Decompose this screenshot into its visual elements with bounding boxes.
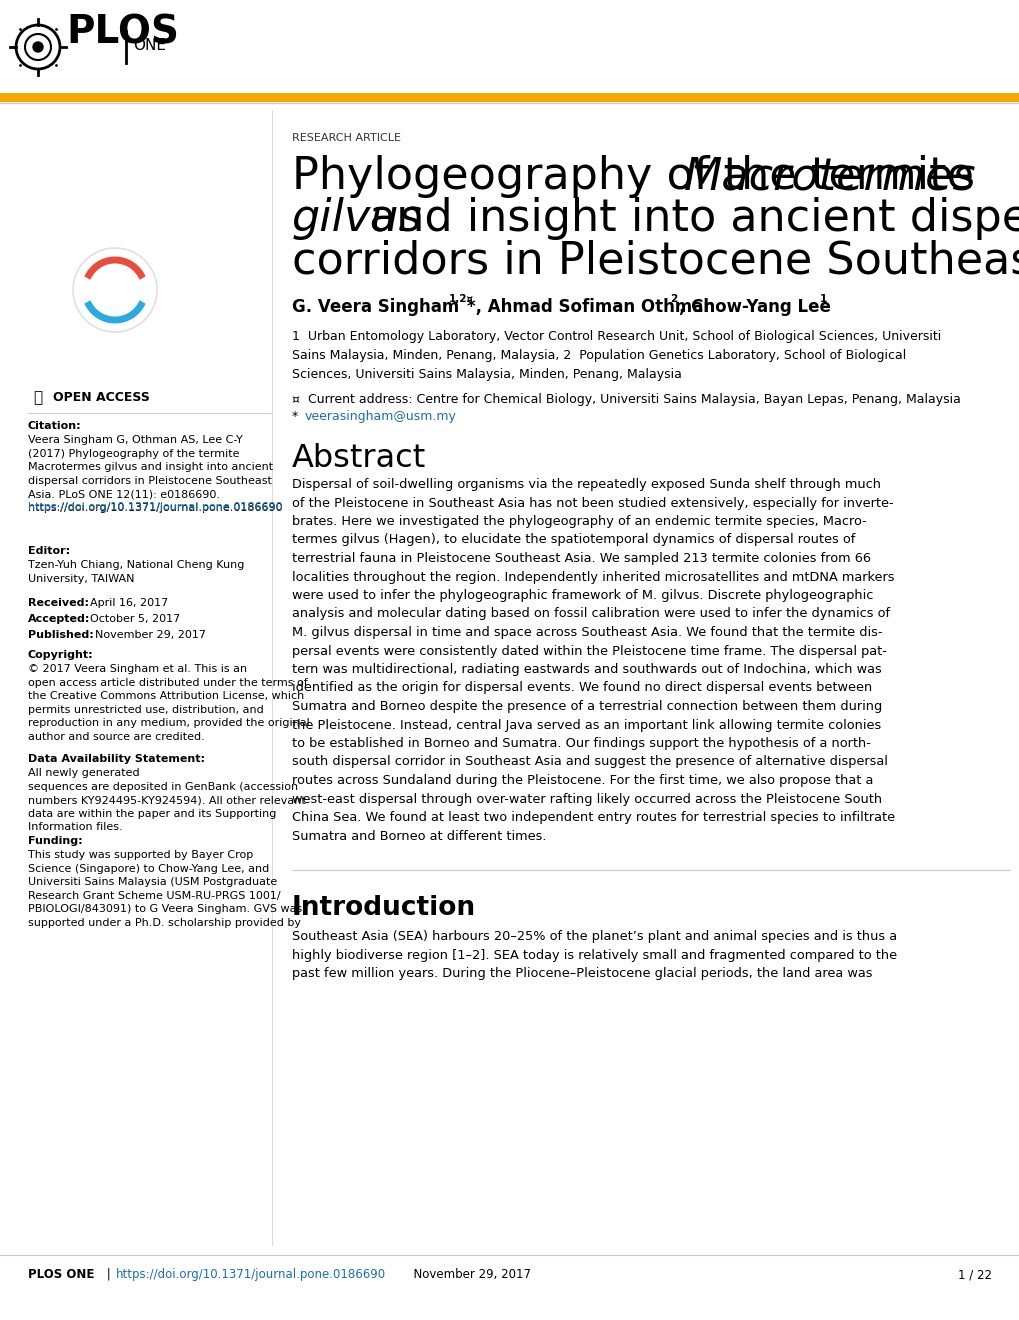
Text: PLOS ONE: PLOS ONE xyxy=(28,1269,95,1280)
Text: ¤  Current address: Centre for Chemical Biology, Universiti Sains Malaysia, Baya: ¤ Current address: Centre for Chemical B… xyxy=(291,393,960,407)
Text: RESEARCH ARTICLE: RESEARCH ARTICLE xyxy=(291,133,400,143)
Text: Published:: Published: xyxy=(28,630,94,640)
Text: Editor:: Editor: xyxy=(28,546,70,556)
Text: Introduction: Introduction xyxy=(291,895,476,921)
Text: November 29, 2017: November 29, 2017 xyxy=(406,1269,531,1280)
Text: This study was supported by Bayer Crop
Science (Singapore) to Chow-Yang Lee, and: This study was supported by Bayer Crop S… xyxy=(28,850,302,928)
Text: Abstract: Abstract xyxy=(291,444,426,474)
Text: PLOS: PLOS xyxy=(66,15,178,51)
Text: Southeast Asia (SEA) harbours 20–25% of the planet’s plant and animal species an: Southeast Asia (SEA) harbours 20–25% of … xyxy=(291,931,897,979)
Text: https://doi.org/10.1371/journal.pone.0186690: https://doi.org/10.1371/journal.pone.018… xyxy=(28,503,282,512)
Text: updates: updates xyxy=(94,312,136,321)
Text: Received:: Received: xyxy=(28,598,89,609)
Text: Copyright:: Copyright: xyxy=(28,649,94,660)
Circle shape xyxy=(73,248,157,333)
Text: Data Availability Statement:: Data Availability Statement: xyxy=(28,754,205,764)
Text: *, Ahmad Sofiman Othman: *, Ahmad Sofiman Othman xyxy=(467,298,714,315)
Text: corridors in Pleistocene Southeast Asia: corridors in Pleistocene Southeast Asia xyxy=(291,239,1019,282)
Text: ONE: ONE xyxy=(132,37,166,53)
Text: 1: 1 xyxy=(819,294,826,304)
Text: 2: 2 xyxy=(669,294,677,304)
Text: Tzen-Yuh Chiang, National Cheng Kung
University, TAIWAN: Tzen-Yuh Chiang, National Cheng Kung Uni… xyxy=(28,560,245,583)
Text: and insight into ancient dispersal: and insight into ancient dispersal xyxy=(355,197,1019,240)
Text: G. Veera Singham: G. Veera Singham xyxy=(291,298,459,315)
Text: Citation:: Citation: xyxy=(28,421,82,432)
Text: Dispersal of soil-dwelling organisms via the repeatedly exposed Sunda shelf thro: Dispersal of soil-dwelling organisms via… xyxy=(291,478,895,842)
Text: April 16, 2017: April 16, 2017 xyxy=(90,598,168,609)
Text: |: | xyxy=(103,1269,114,1280)
Text: © 2017 Veera Singham et al. This is an
open access article distributed under the: © 2017 Veera Singham et al. This is an o… xyxy=(28,664,310,742)
Text: veerasingham@usm.my: veerasingham@usm.my xyxy=(305,411,457,422)
Text: https://doi.org/10.1371/journal.pone.0186690: https://doi.org/10.1371/journal.pone.018… xyxy=(116,1269,386,1280)
Text: 1,2¤: 1,2¤ xyxy=(448,294,474,304)
Text: *: * xyxy=(291,411,302,422)
Bar xyxy=(0,92,1019,102)
Text: October 5, 2017: October 5, 2017 xyxy=(90,614,180,624)
Text: Veera Singham G, Othman AS, Lee C-Y
(2017) Phylogeography of the termite
Macrote: Veera Singham G, Othman AS, Lee C-Y (201… xyxy=(28,436,282,513)
Text: Phylogeography of the termite: Phylogeography of the termite xyxy=(291,154,987,198)
Text: Macrotermes: Macrotermes xyxy=(684,154,975,198)
Text: Check for: Check for xyxy=(90,300,140,310)
Text: Accepted:: Accepted: xyxy=(28,614,91,624)
Text: 🔒: 🔒 xyxy=(33,389,42,405)
Text: gilvus: gilvus xyxy=(291,197,422,240)
Text: 1  Urban Entomology Laboratory, Vector Control Research Unit, School of Biologic: 1 Urban Entomology Laboratory, Vector Co… xyxy=(291,330,941,381)
Text: , Chow-Yang Lee: , Chow-Yang Lee xyxy=(679,298,830,315)
Circle shape xyxy=(33,42,43,51)
Text: All newly generated
sequences are deposited in GenBank (accession
numbers KY9244: All newly generated sequences are deposi… xyxy=(28,768,306,833)
Text: OPEN ACCESS: OPEN ACCESS xyxy=(53,391,150,404)
Text: November 29, 2017: November 29, 2017 xyxy=(95,630,206,640)
Text: Funding:: Funding: xyxy=(28,836,83,846)
Text: 1 / 22: 1 / 22 xyxy=(957,1269,991,1280)
